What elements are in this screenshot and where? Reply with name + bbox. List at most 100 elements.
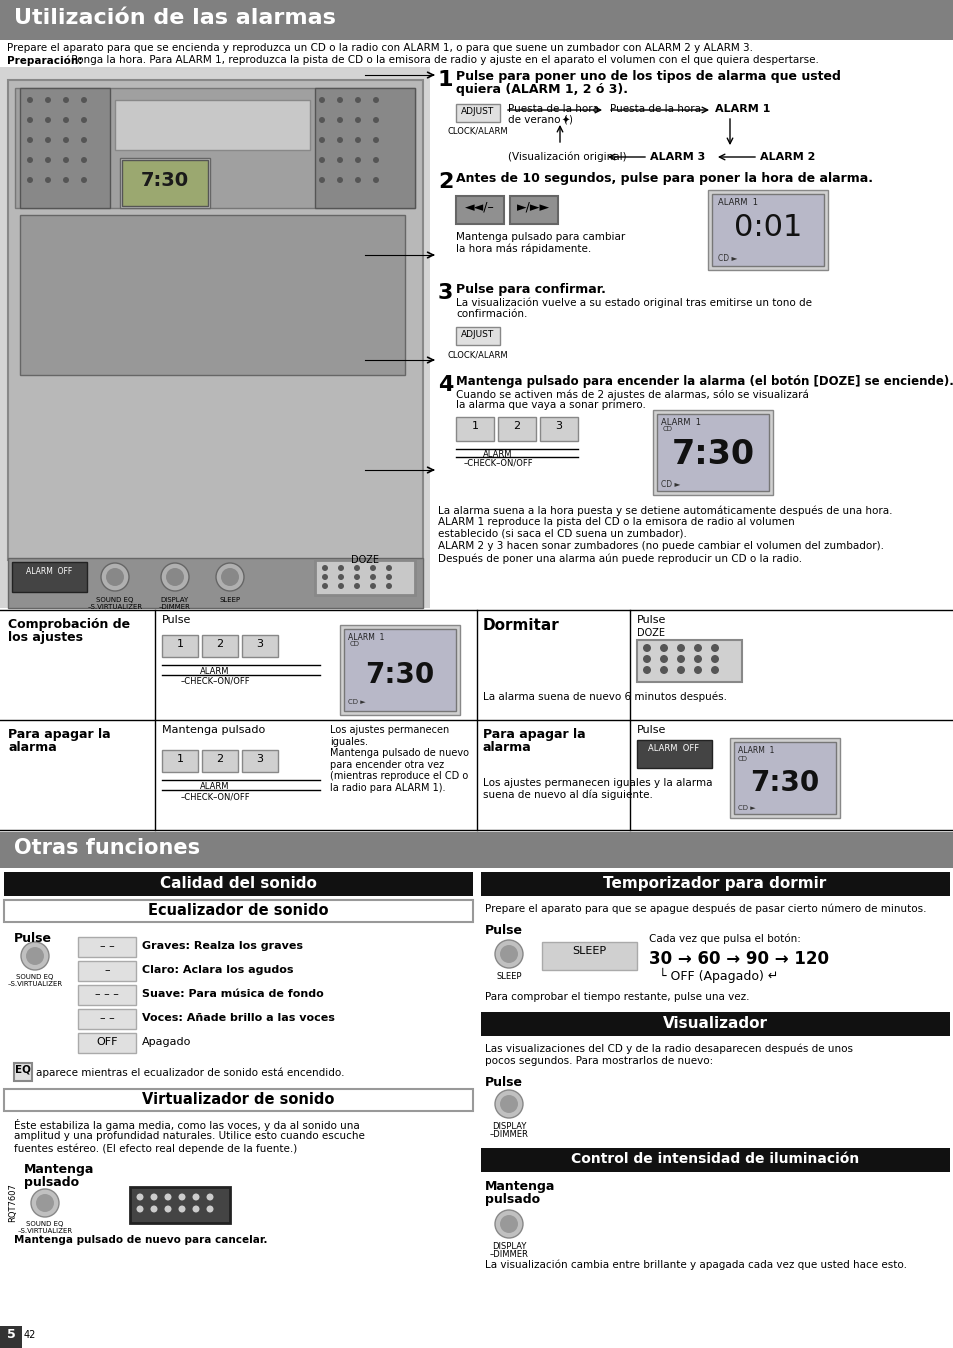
- Circle shape: [178, 1193, 185, 1201]
- Text: Voces: Añade brillo a las voces: Voces: Añade brillo a las voces: [142, 1012, 335, 1023]
- Circle shape: [161, 563, 189, 590]
- Text: ALARM  OFF: ALARM OFF: [26, 568, 72, 576]
- Bar: [314, 88, 415, 208]
- Bar: [78, 1010, 136, 1029]
- Text: ADJUST: ADJUST: [461, 330, 494, 338]
- Text: ALARM 1 reproduce la pista del CD o la emisora de radio al volumen: ALARM 1 reproduce la pista del CD o la e…: [437, 518, 794, 527]
- Circle shape: [370, 565, 375, 572]
- Text: SOUND EQ: SOUND EQ: [27, 1221, 64, 1227]
- Bar: [242, 635, 277, 656]
- Circle shape: [354, 565, 359, 572]
- Text: de verano (: de verano (: [507, 115, 567, 124]
- Circle shape: [499, 1215, 517, 1233]
- Text: 1: 1: [437, 70, 453, 90]
- Text: 3: 3: [555, 421, 562, 431]
- Text: Mantenga pulsado para cambiar: Mantenga pulsado para cambiar: [456, 232, 624, 243]
- Circle shape: [151, 1193, 157, 1201]
- Bar: [162, 635, 198, 656]
- Text: establecido (si saca el CD suena un zumbador).: establecido (si saca el CD suena un zumb…: [437, 528, 686, 539]
- Bar: [242, 749, 277, 772]
- Circle shape: [27, 97, 33, 102]
- Text: Pulse para poner uno de los tipos de alarma que usted: Pulse para poner uno de los tipos de ala…: [456, 70, 840, 84]
- Text: ALARM: ALARM: [483, 450, 512, 460]
- Bar: [314, 559, 415, 594]
- Circle shape: [355, 137, 360, 143]
- Text: Puesta de la hora: Puesta de la hora: [609, 104, 700, 115]
- Circle shape: [642, 655, 650, 663]
- Bar: [4, 872, 473, 896]
- Bar: [0, 67, 430, 608]
- Circle shape: [354, 574, 359, 580]
- Text: SOUND EQ: SOUND EQ: [16, 975, 53, 980]
- Circle shape: [677, 666, 684, 674]
- Text: CD ►: CD ►: [738, 805, 755, 811]
- Text: CD: CD: [350, 642, 359, 647]
- Text: Temporizador para dormir: Temporizador para dormir: [602, 876, 825, 891]
- Text: –DIMMER: –DIMMER: [489, 1130, 528, 1139]
- Bar: [339, 625, 459, 714]
- Text: 1: 1: [176, 639, 183, 648]
- Text: La alarma suena de nuevo 6 minutos después.: La alarma suena de nuevo 6 minutos despu…: [482, 692, 726, 702]
- Text: SLEEP: SLEEP: [572, 946, 605, 956]
- Text: ALARM  OFF: ALARM OFF: [648, 744, 699, 754]
- Text: aparece mientras el ecualizador de sonido está encendido.: aparece mientras el ecualizador de sonid…: [36, 1068, 344, 1077]
- Bar: [130, 1188, 230, 1223]
- Text: ALARM 3: ALARM 3: [649, 152, 704, 162]
- Text: Cada vez que pulsa el botón:: Cada vez que pulsa el botón:: [648, 934, 800, 945]
- Text: Comprobación de: Comprobación de: [8, 617, 130, 631]
- Circle shape: [164, 1205, 172, 1212]
- Circle shape: [206, 1193, 213, 1201]
- Circle shape: [136, 1205, 143, 1212]
- Circle shape: [693, 666, 701, 674]
- Circle shape: [659, 655, 667, 663]
- Circle shape: [63, 117, 69, 123]
- Bar: [652, 410, 772, 495]
- Text: Pulse: Pulse: [162, 615, 192, 625]
- Bar: [711, 194, 823, 266]
- Circle shape: [322, 565, 328, 572]
- Circle shape: [499, 1095, 517, 1113]
- Text: La alarma suena a la hora puesta y se detiene automáticamente después de una hor: La alarma suena a la hora puesta y se de…: [437, 506, 892, 515]
- Circle shape: [499, 945, 517, 962]
- Text: 42: 42: [24, 1330, 36, 1340]
- Circle shape: [318, 97, 325, 102]
- Circle shape: [215, 563, 244, 590]
- Text: Cuando se activen más de 2 ajustes de alarmas, sólo se visualizará: Cuando se activen más de 2 ajustes de al…: [456, 390, 808, 399]
- Text: Para apagar la: Para apagar la: [8, 728, 111, 741]
- Bar: [456, 417, 494, 441]
- Circle shape: [495, 1211, 522, 1237]
- Text: Mantenga pulsado: Mantenga pulsado: [162, 725, 265, 735]
- Text: 1: 1: [471, 421, 478, 431]
- Circle shape: [318, 137, 325, 143]
- Bar: [539, 417, 578, 441]
- Circle shape: [336, 117, 343, 123]
- Text: ALARM  1: ALARM 1: [718, 198, 758, 208]
- Circle shape: [151, 1205, 157, 1212]
- Circle shape: [63, 156, 69, 163]
- Text: Prepare el aparato para que se apague después de pasar cierto número de minutos.: Prepare el aparato para que se apague de…: [484, 905, 925, 914]
- Bar: [729, 737, 840, 818]
- Text: – – –: – – –: [95, 989, 119, 999]
- Circle shape: [21, 942, 49, 971]
- Circle shape: [386, 565, 392, 572]
- Text: –DIMMER: –DIMMER: [489, 1250, 528, 1259]
- Circle shape: [63, 177, 69, 183]
- Circle shape: [373, 117, 378, 123]
- Bar: [344, 630, 456, 710]
- Circle shape: [495, 1091, 522, 1117]
- Circle shape: [337, 582, 344, 589]
- Text: ALARM  1: ALARM 1: [738, 745, 774, 755]
- Bar: [4, 900, 473, 922]
- Text: Las visualizaciones del CD y de la radio desaparecen después de unos: Las visualizaciones del CD y de la radio…: [484, 1043, 852, 1054]
- Text: Mantenga pulsado de nuevo para cancelar.: Mantenga pulsado de nuevo para cancelar.: [14, 1235, 267, 1246]
- Text: 7:30: 7:30: [365, 661, 435, 689]
- Text: Utilización de las alarmas: Utilización de las alarmas: [14, 8, 335, 28]
- Circle shape: [81, 97, 87, 102]
- Bar: [657, 414, 768, 491]
- Text: DISPLAY: DISPLAY: [161, 597, 189, 603]
- Circle shape: [677, 655, 684, 663]
- Text: ◄◄/–: ◄◄/–: [465, 200, 495, 213]
- Circle shape: [318, 117, 325, 123]
- Text: Preparación:: Preparación:: [7, 55, 82, 66]
- Bar: [4, 1089, 473, 1111]
